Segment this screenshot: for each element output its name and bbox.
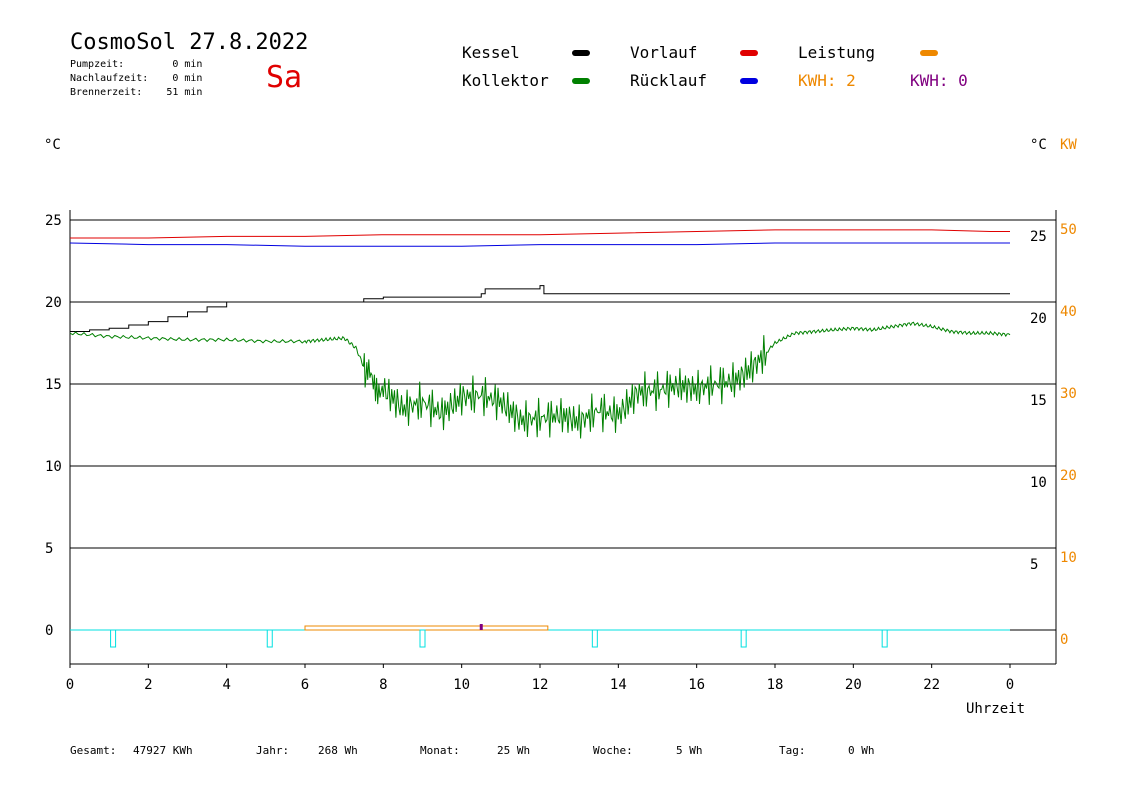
x-tick-3: 6 xyxy=(301,677,309,693)
left-tick-15: 15 xyxy=(45,377,62,393)
right-temp-tick-10: 10 xyxy=(1030,475,1047,491)
legend-kollektor: Kollektor xyxy=(462,71,549,90)
chart-series xyxy=(69,229,1011,648)
legend-leistung-swatch xyxy=(920,50,938,56)
x-tick-9: 18 xyxy=(767,677,784,693)
footer-gesamt-value: 47927 KWh xyxy=(133,744,193,757)
pump-pulse-3 xyxy=(591,629,598,648)
pump-pulse-5 xyxy=(881,629,888,648)
x-tick-2: 4 xyxy=(222,677,230,693)
left-tick-25: 25 xyxy=(45,213,62,229)
legend-kwh1: KWH: 2 xyxy=(798,71,856,90)
pump-pulse-4 xyxy=(740,629,747,648)
left-tick-5: 5 xyxy=(45,541,53,557)
left-tick-10: 10 xyxy=(45,459,62,475)
right-kw-tick-30: 30 xyxy=(1060,386,1077,402)
nachlaufzeit-text: Nachlaufzeit: 0 min xyxy=(70,73,203,84)
right-kw-tick-10: 10 xyxy=(1060,550,1077,566)
pump-pulse-1 xyxy=(266,629,273,648)
kwh2-marker xyxy=(479,624,483,630)
brennerzeit-text: Brennerzeit: 51 min xyxy=(70,87,203,98)
series-kollektor xyxy=(69,321,1011,439)
x-tick-10: 20 xyxy=(845,677,862,693)
weekday-label: Sa xyxy=(266,60,303,95)
legend-leistung: Leistung xyxy=(798,43,876,62)
footer-jahr-value: 268 Wh xyxy=(318,744,358,757)
right-kw-tick-0: 0 xyxy=(1060,632,1068,648)
footer-woche-label: Woche: xyxy=(593,744,633,757)
series-leistung xyxy=(304,625,549,631)
series-kessel xyxy=(70,285,1010,333)
legend-vorlauf: Vorlauf xyxy=(630,43,698,62)
legend-vorlauf-swatch xyxy=(740,50,758,56)
legend-kessel-swatch xyxy=(572,50,590,56)
footer-monat-label: Monat: xyxy=(420,744,460,757)
right-kw-tick-40: 40 xyxy=(1060,304,1077,320)
x-tick-4: 8 xyxy=(379,677,387,693)
legend-ruecklauf: Rücklauf xyxy=(630,71,708,90)
chart-grid xyxy=(69,210,1057,665)
left-tick-0: 0 xyxy=(45,623,53,639)
legend-ruecklauf-swatch xyxy=(740,78,758,84)
legend-kwh2: KWH: 0 xyxy=(910,71,968,90)
right-temp-tick-15: 15 xyxy=(1030,393,1047,409)
legend-kessel: Kessel xyxy=(462,43,520,62)
footer-tag-value: 0 Wh xyxy=(848,744,875,757)
right-temp-tick-25: 25 xyxy=(1030,229,1047,245)
pump-pulse-2 xyxy=(419,629,426,648)
x-tick-1: 2 xyxy=(144,677,152,693)
right-kw-tick-50: 50 xyxy=(1060,222,1077,238)
footer-woche-value: 5 Wh xyxy=(676,744,703,757)
right-axis-unit: °C xyxy=(1030,137,1047,153)
right-axis-unit-kw: KW xyxy=(1060,137,1077,153)
left-axis-unit: °C xyxy=(44,137,61,153)
pumpzeit-text: Pumpzeit: 0 min xyxy=(70,59,203,70)
series-vorlauf xyxy=(70,229,1010,239)
x-tick-11: 22 xyxy=(923,677,940,693)
right-temp-tick-20: 20 xyxy=(1030,311,1047,327)
footer-gesamt-label: Gesamt: xyxy=(70,744,117,757)
right-kw-tick-20: 20 xyxy=(1060,468,1077,484)
x-tick-6: 12 xyxy=(532,677,549,693)
x-tick-0: 0 xyxy=(66,677,74,693)
legend-kollektor-swatch xyxy=(572,78,590,84)
series-ruecklauf xyxy=(69,242,1010,247)
x-tick-12: 0 xyxy=(1006,677,1014,693)
pump-pulse-0 xyxy=(110,629,117,648)
x-tick-8: 16 xyxy=(688,677,705,693)
footer-monat-value: 25 Wh xyxy=(497,744,531,757)
page-title: CosmoSol 27.8.2022 xyxy=(70,30,309,55)
x-axis-label: Uhrzeit xyxy=(966,701,1026,717)
footer-jahr-label: Jahr: xyxy=(256,744,290,757)
x-tick-7: 14 xyxy=(610,677,627,693)
x-tick-5: 10 xyxy=(453,677,470,693)
footer-tag-label: Tag: xyxy=(779,744,806,757)
right-temp-tick-5: 5 xyxy=(1030,557,1038,573)
left-tick-20: 20 xyxy=(45,295,62,311)
